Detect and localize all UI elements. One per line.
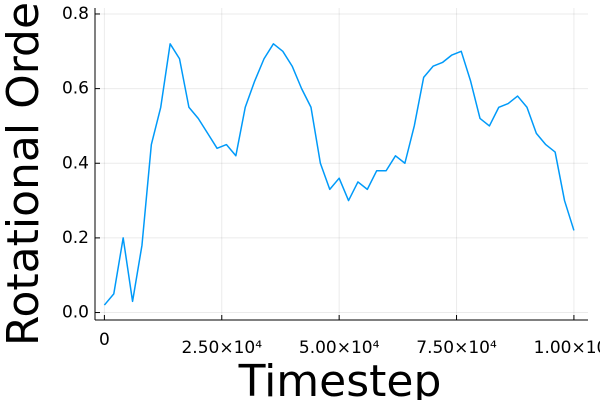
x-tick-label: 7.50×10⁴ bbox=[416, 338, 497, 358]
y-axis-label: Rotational Order bbox=[0, 0, 49, 346]
x-tick-label: 2.50×10⁴ bbox=[181, 338, 262, 358]
y-tick-label: 0.8 bbox=[62, 4, 89, 24]
x-axis-label: Timestep bbox=[238, 356, 442, 400]
x-tick-label: 1.00×10⁵ bbox=[534, 338, 600, 358]
y-tick-label: 0.0 bbox=[62, 303, 89, 323]
y-tick-label: 0.4 bbox=[62, 153, 89, 173]
x-tick-label: 5.00×10⁴ bbox=[299, 338, 380, 358]
line bbox=[103, 43, 575, 306]
x-tick-label: 0 bbox=[99, 330, 110, 350]
y-tick-label: 0.2 bbox=[62, 228, 89, 248]
y-tick-label: 0.6 bbox=[62, 79, 89, 99]
